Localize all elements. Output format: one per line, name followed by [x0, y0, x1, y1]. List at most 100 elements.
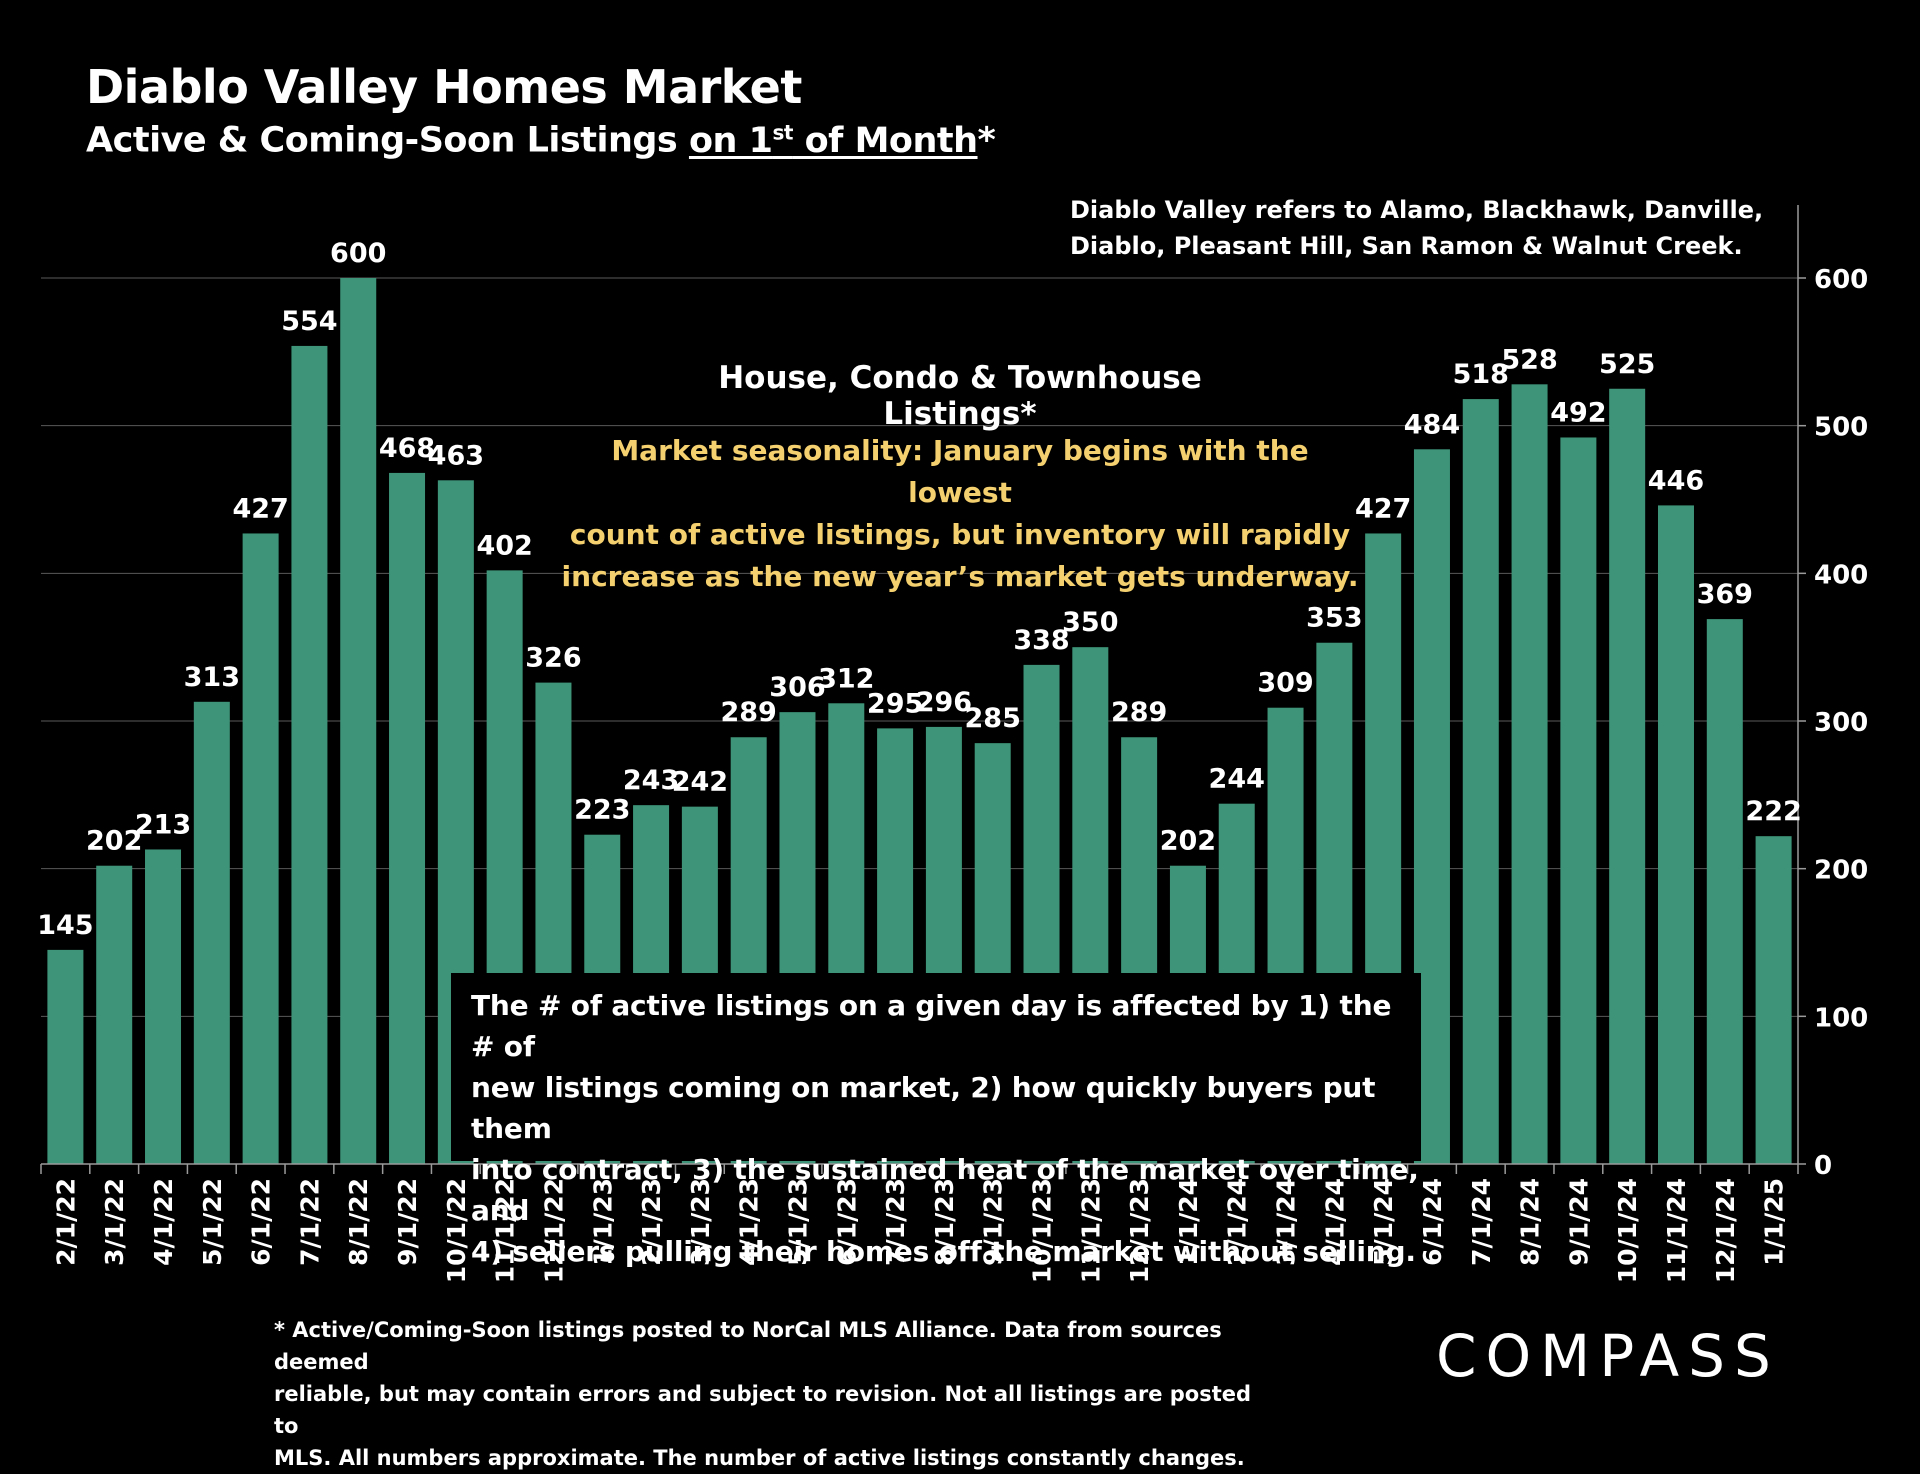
data-label: 402	[476, 530, 532, 561]
data-label: 463	[428, 440, 484, 471]
y-tick-label: 600	[1814, 265, 1868, 295]
bar	[1560, 437, 1597, 1165]
x-tick-label: 8/1/24	[1516, 1178, 1545, 1266]
footnote: * Active/Coming-Soon listings posted to …	[274, 1318, 1252, 1470]
data-label: 525	[1599, 349, 1655, 380]
data-label: 222	[1745, 796, 1801, 827]
x-tick-label: 10/1/23	[1028, 1178, 1057, 1283]
x-tick-label: 11/1/22	[491, 1178, 520, 1283]
bar	[47, 949, 84, 1164]
data-label: 296	[916, 687, 972, 718]
data-label: 427	[232, 493, 288, 524]
y-tick-label: 500	[1814, 413, 1868, 443]
x-tick-label: 7/1/22	[295, 1178, 324, 1266]
data-label: 244	[1209, 764, 1265, 795]
x-tick-label: 4/1/24	[1320, 1178, 1349, 1266]
bar	[1706, 619, 1743, 1164]
bar	[193, 701, 230, 1164]
data-label: 145	[37, 910, 93, 941]
x-tick-label: 8/1/22	[344, 1178, 373, 1266]
x-tick-label: 2/1/23	[637, 1178, 666, 1266]
data-label: 312	[818, 663, 874, 694]
subtitle-suffix: *	[977, 120, 996, 161]
x-tick-label: 10/1/22	[442, 1178, 471, 1283]
data-label: 306	[769, 672, 825, 703]
x-tick-label: 5/1/24	[1369, 1178, 1398, 1266]
bar	[1755, 836, 1792, 1164]
y-tick-label: 300	[1814, 708, 1868, 738]
x-tick-label: 9/1/24	[1564, 1178, 1593, 1266]
data-label: 468	[379, 433, 435, 464]
data-label: 350	[1062, 607, 1118, 638]
data-label: 309	[1257, 668, 1313, 699]
x-tick-label: 3/1/24	[1272, 1178, 1301, 1266]
x-tick-label: 3/1/22	[100, 1178, 129, 1266]
subtitle-superscript: st	[772, 120, 793, 144]
series-label: House, Condo & Townhouse Listings*	[718, 360, 1202, 432]
data-label: 202	[1160, 826, 1216, 857]
bar	[291, 345, 328, 1165]
x-tick-label: 5/1/22	[198, 1178, 227, 1266]
data-label: 492	[1550, 397, 1606, 428]
data-label: 295	[867, 688, 923, 719]
x-tick-label: 12/1/24	[1711, 1178, 1740, 1283]
y-tick-label: 200	[1814, 856, 1868, 886]
data-label: 600	[330, 238, 386, 269]
bar	[1657, 505, 1694, 1164]
data-label: 289	[720, 697, 776, 728]
data-label: 202	[86, 826, 142, 857]
x-tick-label: 6/1/24	[1418, 1178, 1447, 1266]
data-label: 326	[525, 643, 581, 674]
x-tick-label: 8/1/23	[930, 1178, 959, 1266]
data-label: 243	[623, 765, 679, 796]
data-label: 242	[672, 767, 728, 798]
x-tick-label: 12/1/23	[1125, 1178, 1154, 1283]
seasonality-note: Market seasonality: January begins with …	[561, 434, 1359, 593]
y-tick-label: 400	[1814, 560, 1868, 590]
x-tick-label: 12/1/22	[539, 1178, 568, 1283]
x-tick-label: 11/1/24	[1662, 1178, 1691, 1283]
bar	[242, 533, 279, 1164]
bar	[389, 472, 426, 1164]
x-tick-label: 11/1/23	[1076, 1178, 1105, 1283]
chart-title: Diablo Valley Homes Market	[86, 60, 802, 114]
x-tick-label: 5/1/23	[783, 1178, 812, 1266]
data-label: 446	[1648, 465, 1704, 496]
y-tick-label: 100	[1814, 1003, 1868, 1033]
data-label: 484	[1404, 409, 1460, 440]
data-label: 313	[184, 662, 240, 693]
data-label: 554	[281, 306, 337, 337]
x-tick-label: 1/1/24	[1174, 1178, 1203, 1266]
bar	[340, 278, 377, 1164]
bar	[145, 849, 182, 1164]
data-label: 518	[1453, 359, 1509, 390]
subtitle-underlined: on 1st of Month	[688, 120, 978, 161]
bar	[1609, 388, 1646, 1164]
subtitle-underlined-post: of Month	[792, 120, 978, 161]
subtitle-prefix: Active & Coming-Soon Listings	[86, 120, 689, 161]
x-tick-label: 3/1/23	[686, 1178, 715, 1266]
chart-subtitle: Active & Coming-Soon Listings on 1st of …	[86, 120, 996, 161]
subtitle-underlined-pre: on 1	[688, 120, 773, 161]
x-tick-label: 10/1/24	[1613, 1178, 1642, 1283]
data-label: 213	[135, 809, 191, 840]
region-note: Diablo Valley refers to Alamo, Blackhawk…	[1070, 196, 1764, 260]
x-tick-label: 4/1/22	[149, 1178, 178, 1266]
x-tick-label: 6/1/22	[247, 1178, 276, 1266]
data-label: 289	[1111, 697, 1167, 728]
bar	[96, 865, 133, 1164]
data-label: 427	[1355, 493, 1411, 524]
x-tick-label: 6/1/23	[832, 1178, 861, 1266]
x-tick-label: 2/1/22	[51, 1178, 80, 1266]
x-tick-label: 7/1/24	[1467, 1178, 1496, 1266]
x-tick-label: 9/1/23	[979, 1178, 1008, 1266]
data-label: 369	[1697, 579, 1753, 610]
x-tick-label: 1/1/25	[1760, 1178, 1789, 1266]
data-label: 338	[1013, 625, 1069, 656]
x-tick-label: 7/1/23	[881, 1178, 910, 1266]
data-label: 285	[965, 703, 1021, 734]
factors-note: The # of active listings on a given day …	[471, 989, 1419, 1268]
x-tick-label: 4/1/23	[735, 1178, 764, 1266]
x-tick-label: 9/1/22	[393, 1178, 422, 1266]
y-tick-label: 0	[1814, 1151, 1832, 1181]
